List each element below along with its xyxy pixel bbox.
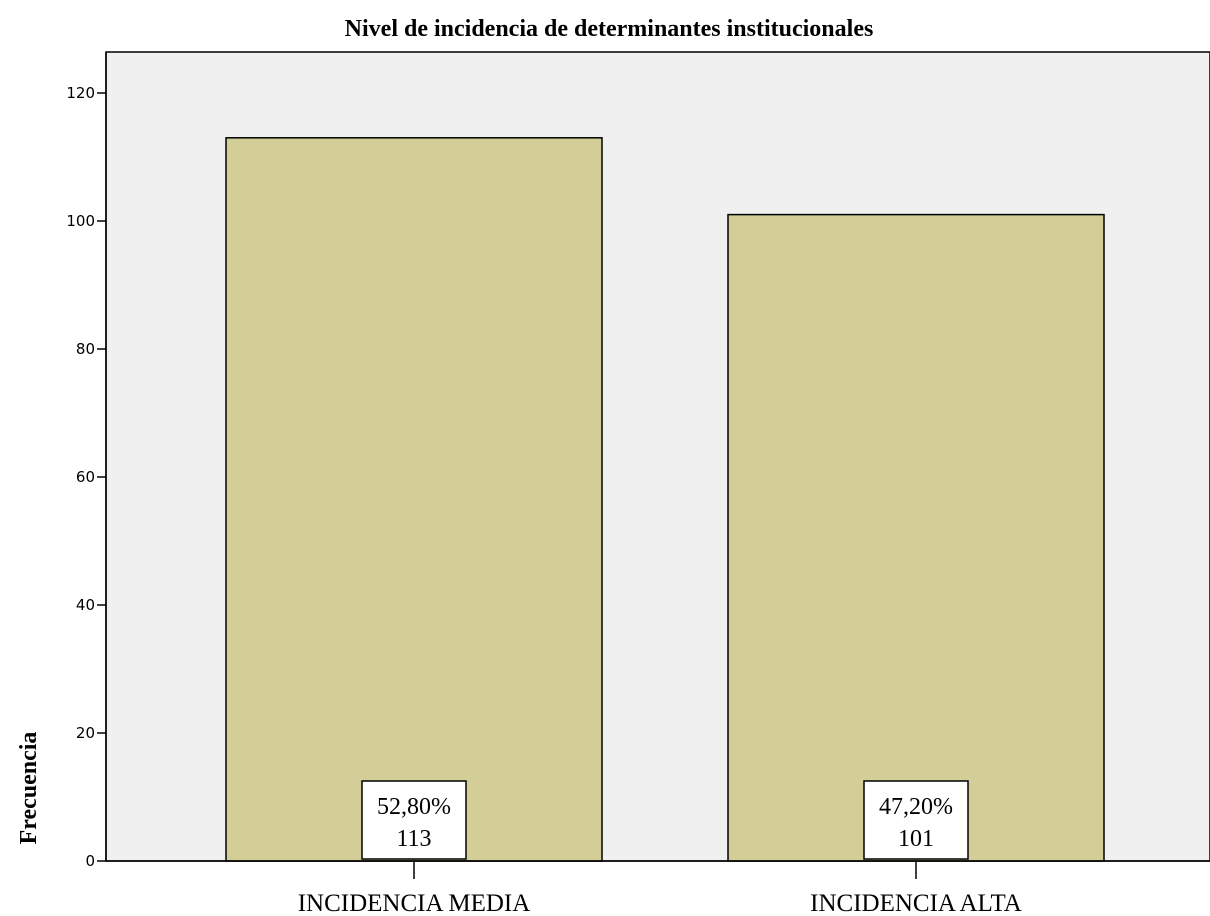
- data-label-count: 113: [396, 826, 431, 852]
- x-tick-label: INCIDENCIA ALTA: [810, 890, 1022, 916]
- y-tick-label: 0: [85, 852, 95, 870]
- data-label-percent: 47,20%: [879, 794, 953, 820]
- axes-layer: 0 20 40 60 80 100 120 INCIDENCIA MEDIA INCIDENCI…: [66, 52, 1210, 916]
- y-tick-label: 80: [76, 340, 95, 358]
- data-label-box: [863, 780, 969, 860]
- data-label-count: 101: [898, 826, 934, 852]
- y-tick-label: 60: [76, 468, 95, 486]
- data-label-box: [361, 780, 467, 860]
- bar-2: [727, 213, 1105, 862]
- chart-title: Nivel de incidencia de determinantes ins…: [345, 16, 874, 42]
- y-tick-label: 100: [66, 212, 95, 230]
- x-tick-label: INCIDENCIA MEDIA: [298, 890, 531, 916]
- y-tick-label: 120: [66, 84, 95, 102]
- y-axis-label: Frecuencia: [16, 732, 42, 845]
- data-label-percent: 52,80%: [377, 794, 451, 820]
- y-tick-label: 20: [76, 724, 95, 742]
- y-tick-label: 40: [76, 596, 95, 614]
- data-labels-layer: 52,80% 113 47,20% 101: [361, 780, 969, 860]
- bar-1: [225, 137, 603, 862]
